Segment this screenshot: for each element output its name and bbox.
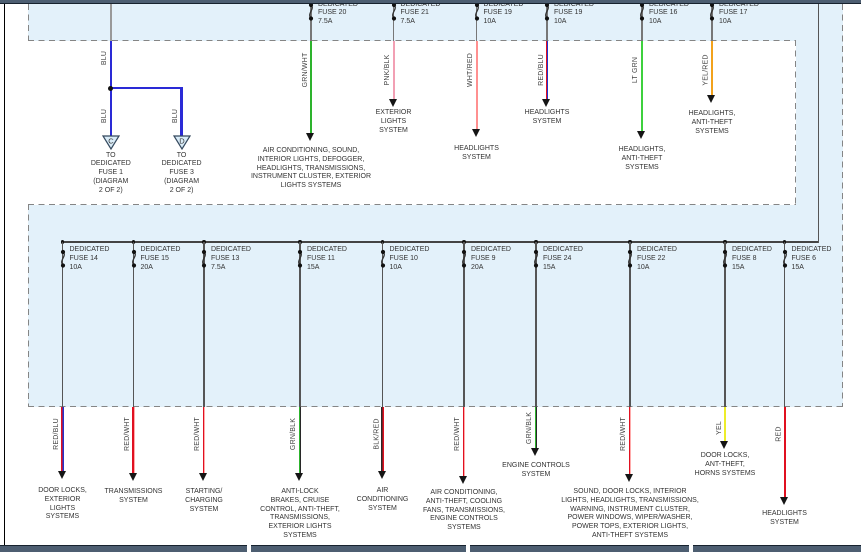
svg-text:D: D — [179, 137, 185, 146]
svg-text:C: C — [108, 137, 114, 146]
